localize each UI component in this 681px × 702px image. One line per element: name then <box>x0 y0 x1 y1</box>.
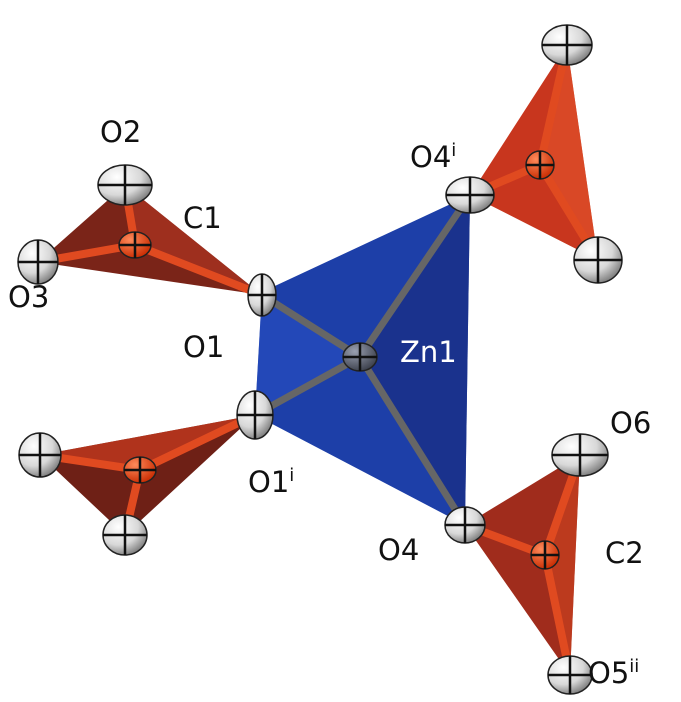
label-text: O1 <box>248 465 289 499</box>
label-superscript: ii <box>629 656 639 677</box>
atom-label: C1 <box>183 201 222 235</box>
label-text: O4 <box>378 533 419 567</box>
label-text: O4 <box>410 140 451 174</box>
label-text: O3 <box>8 280 49 314</box>
atom-label: O4i <box>410 140 456 174</box>
label-superscript: i <box>451 140 456 161</box>
atom-label: O2 <box>100 115 141 149</box>
label-text: C1 <box>183 201 222 235</box>
atom-label: Zn1 <box>400 335 457 369</box>
atom-label: O1i <box>248 465 294 499</box>
label-text: C2 <box>605 536 644 570</box>
label-text: Zn1 <box>400 335 457 369</box>
atom-label: O1 <box>183 330 224 364</box>
atoms <box>17 24 623 695</box>
label-text: O6 <box>610 406 651 440</box>
label-text: O5 <box>588 656 629 690</box>
bonds <box>251 191 474 529</box>
label-text: O1 <box>183 330 224 364</box>
atom-label: C2 <box>605 536 644 570</box>
atom-label: O3 <box>8 280 49 314</box>
label-superscript: i <box>289 465 294 486</box>
atom-label: O5ii <box>588 656 639 690</box>
atom-label: O4 <box>378 533 419 567</box>
label-text: O2 <box>100 115 141 149</box>
atom-label: O6 <box>610 406 651 440</box>
